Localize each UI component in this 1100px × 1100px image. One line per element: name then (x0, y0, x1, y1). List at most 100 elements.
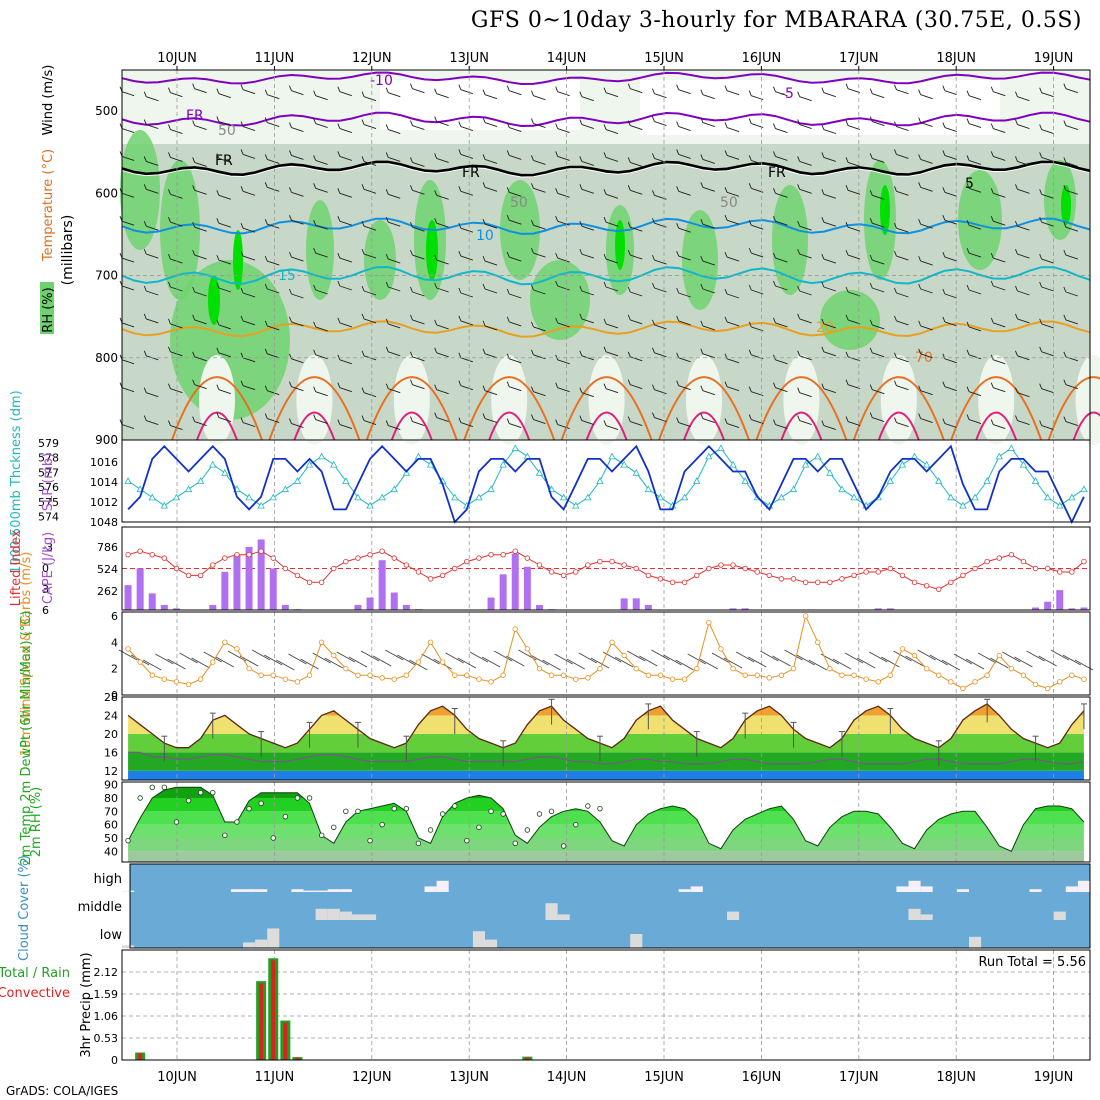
wind-speed-marker (706, 619, 712, 626)
wind-barb (436, 158, 449, 163)
thickness-marker (559, 493, 568, 501)
wind-barb (1063, 120, 1067, 126)
wind-barb (264, 654, 283, 666)
wind-barb (170, 221, 183, 227)
wind-barb (436, 194, 449, 200)
wind-barb (385, 217, 389, 223)
wind-barb (361, 221, 365, 227)
lifted-index-marker (960, 572, 966, 579)
bottom-date-label: 10JUN (157, 1070, 197, 1085)
wind-barb (823, 323, 836, 329)
wind-barb (990, 419, 994, 425)
wind-barb (436, 389, 449, 395)
wind-barb (484, 186, 498, 192)
wind-barb (1065, 125, 1078, 130)
wind-barb (1039, 253, 1043, 260)
wind-barb (482, 182, 486, 188)
wind-barb (676, 287, 680, 294)
wind-barb (639, 655, 658, 667)
temp-contour-20 (560, 376, 653, 441)
wind-barb (724, 251, 728, 258)
top-date-label: 11JUN (255, 51, 295, 66)
wind-barb (821, 124, 825, 130)
wind-barb (1065, 162, 1078, 167)
wind-barb (773, 382, 776, 388)
cape-bar (511, 553, 519, 610)
wind-speed-marker (560, 672, 567, 678)
wind-barb (264, 320, 268, 327)
wind-barb (748, 656, 767, 668)
wind-barb (194, 384, 207, 390)
wind-barb (242, 89, 256, 95)
rh-marker (367, 837, 373, 844)
wind-barb (410, 157, 413, 163)
wind-barb (581, 253, 594, 259)
wind-barb (845, 379, 849, 385)
wind-barb (434, 116, 438, 122)
wind-barb (821, 383, 825, 389)
wind-barb (242, 227, 256, 233)
wind-barb (881, 656, 900, 668)
wind-barb (869, 384, 873, 390)
wind-barb (968, 160, 982, 165)
wind-barb (242, 126, 256, 131)
wind-barb (361, 248, 365, 255)
temp-contour-25 (390, 411, 433, 441)
thickness-marker (850, 493, 858, 501)
wind-barb (143, 285, 147, 292)
temp-contour-20 (852, 376, 945, 441)
cloud-bar (122, 945, 135, 948)
wind-barb (267, 122, 280, 127)
cape-axis-label: CAPE (J/kg) (41, 532, 56, 604)
wind-barb (143, 387, 147, 393)
wind-barb (291, 423, 304, 428)
wind-barb (942, 316, 946, 323)
wind-barb (700, 182, 704, 188)
wind-speed-marker (681, 676, 688, 682)
cloud-bar (690, 886, 703, 892)
cloud-bar (255, 939, 268, 948)
lifted-index-marker (1020, 558, 1027, 565)
wind-barb (143, 156, 147, 162)
wind-barb (1041, 157, 1054, 162)
thickness-marker (366, 501, 374, 509)
wind-barb (216, 319, 220, 326)
bottom-date-label: 12JUN (352, 1070, 392, 1085)
wind-barb (797, 350, 801, 356)
lifted-index-marker (379, 548, 385, 554)
top-date-label: 14JUN (547, 51, 587, 66)
wind-barb (168, 152, 171, 158)
rh-saturated-area (880, 185, 890, 235)
thickness-marker (511, 444, 519, 452)
wind-barb (242, 385, 256, 391)
wind-barb (267, 94, 280, 100)
top-date-label: 17JUN (839, 51, 879, 66)
wind-barb (531, 155, 534, 161)
rh-dry-patch (640, 80, 1000, 135)
wind-speed-marker (185, 681, 192, 688)
wind-barb (799, 225, 812, 231)
lifted-index-marker (149, 551, 155, 558)
wind-barb (1039, 346, 1043, 352)
lifted-index-marker (524, 555, 531, 561)
cape-bar (535, 605, 543, 610)
lifted-index-marker (609, 558, 615, 565)
rh-marker (379, 821, 385, 828)
thickness-marker (596, 477, 604, 484)
thickness-marker (1068, 493, 1076, 501)
wind-barb (1015, 415, 1018, 421)
wind-barb (168, 253, 171, 260)
wind-barb (1062, 654, 1082, 666)
wind-barb (460, 320, 473, 326)
wind-barb (869, 116, 873, 122)
wind-barb (823, 129, 836, 134)
wind-barb (918, 348, 922, 354)
temp-contour-20 (463, 376, 556, 441)
wind-barb (654, 194, 667, 200)
wind-barb (506, 187, 510, 193)
wind-barb (218, 417, 231, 422)
wind-barb (194, 88, 207, 94)
wind-barb (291, 155, 304, 160)
cloud-bar (230, 889, 243, 892)
wind-barb (509, 90, 522, 96)
